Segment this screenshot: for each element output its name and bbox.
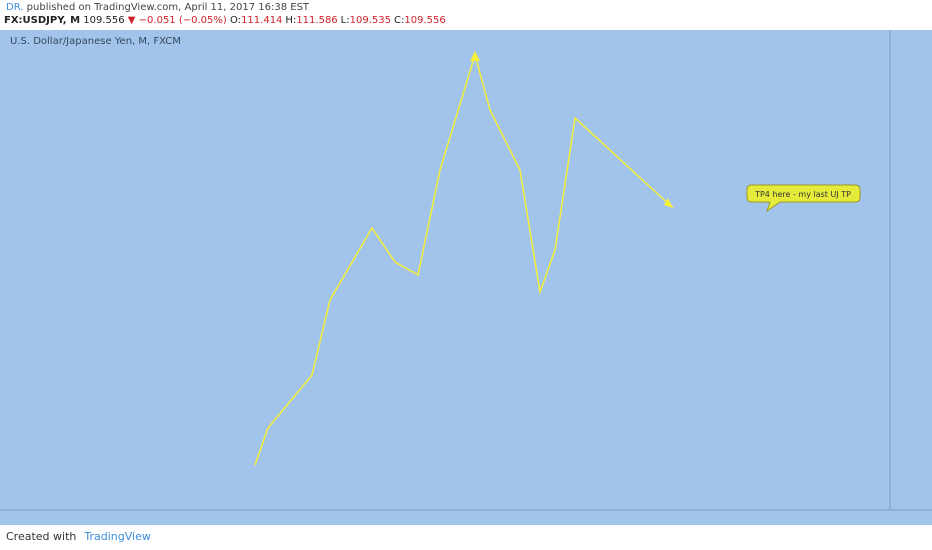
annotation: TP4 here - my last UJ TP	[746, 184, 861, 213]
author[interactable]: DR.	[6, 2, 24, 13]
ohlc-value: 111.414	[241, 15, 283, 26]
x-axis-background	[0, 510, 932, 525]
chart-title: U.S. Dollar/Japanese Yen, M, FXCM	[10, 36, 181, 47]
symbol-line: FX:USDJPY, M 109.556 ▼ −0.051 (−0.05%) O…	[4, 15, 449, 26]
last-price: 109.556	[83, 15, 125, 26]
ohlc: O:111.414 H:111.586 L:109.535 C:109.556	[230, 15, 449, 26]
callout	[746, 184, 861, 213]
arrow-head	[470, 51, 480, 61]
ohlc-value: 109.535	[349, 15, 391, 26]
symbol: FX:USDJPY, M	[4, 15, 81, 26]
ohlc-key: O:	[229, 15, 242, 26]
annotation-text: TP4 here - my last UJ TP	[754, 190, 851, 199]
published: published on TradingView.com, April 11, …	[26, 2, 310, 13]
footer: Created with TradingView	[6, 530, 151, 543]
change: −0.051 (−0.05%)	[138, 15, 227, 26]
ohlc-value: 109.556	[404, 15, 446, 26]
header-line: DR. published on TradingView.com, April …	[6, 2, 309, 13]
arrow-head	[664, 198, 673, 208]
change-arrow: ▼	[127, 15, 136, 26]
pattern-line	[254, 52, 674, 466]
chart: U.S. Dollar/Japanese Yen, M, FXCM TP4 he…	[0, 30, 932, 525]
ohlc-value: 111.586	[296, 15, 338, 26]
yellow-pattern	[254, 51, 674, 466]
ohlc-key: L:	[340, 15, 350, 26]
brand[interactable]: TradingView	[84, 530, 151, 543]
plot-background	[0, 30, 932, 510]
created: Created with	[6, 530, 77, 543]
ohlc-key: H:	[285, 15, 297, 26]
ohlc-key: C:	[393, 15, 405, 26]
